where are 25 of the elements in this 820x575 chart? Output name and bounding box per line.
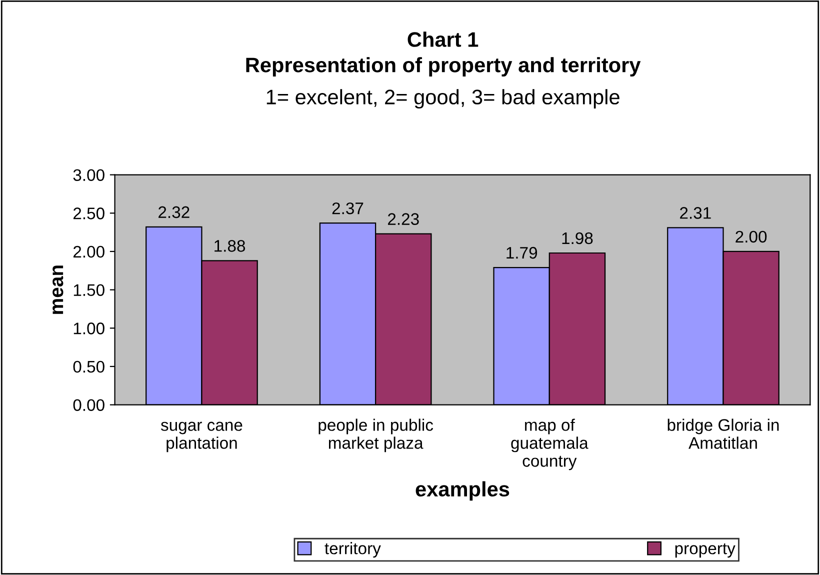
data-label: 1.79 xyxy=(506,246,538,259)
x-axis-title: examples xyxy=(416,481,510,501)
y-tick-label: 0.00 xyxy=(73,399,104,412)
y-tick-label: 0.50 xyxy=(73,360,104,373)
y-axis-title: mean xyxy=(52,266,64,314)
y-tick-label: 2.00 xyxy=(73,246,104,258)
data-label: 2.32 xyxy=(158,206,190,218)
chart-title: Chart 1 Representation of property and territory xyxy=(246,32,641,77)
legend-label: territory xyxy=(324,542,381,558)
y-tick-label: 1.00 xyxy=(74,322,104,334)
x-tick-label: people in public market plaza xyxy=(318,418,434,452)
x-tick-label: bridge Gloria in Amatitlan xyxy=(668,418,779,449)
x-tick-label: map of guatemala country xyxy=(511,418,588,470)
legend-label: property xyxy=(675,543,736,558)
data-label: 2.23 xyxy=(388,213,419,225)
y-tick-label: 2.50 xyxy=(73,208,104,220)
y-tick-label: 1.50 xyxy=(74,284,104,296)
data-label: 1.98 xyxy=(562,232,593,244)
data-label: 1.88 xyxy=(214,240,246,252)
y-tick-label: 3.00 xyxy=(73,169,104,182)
data-label: 2.31 xyxy=(680,207,711,219)
x-tick-label: sugar cane plantation xyxy=(160,422,242,452)
data-label: 2.37 xyxy=(332,202,364,214)
data-label: 2.00 xyxy=(736,230,767,243)
chart-subtitle: 1= excelent, 2= good, 3= bad example xyxy=(266,89,620,109)
